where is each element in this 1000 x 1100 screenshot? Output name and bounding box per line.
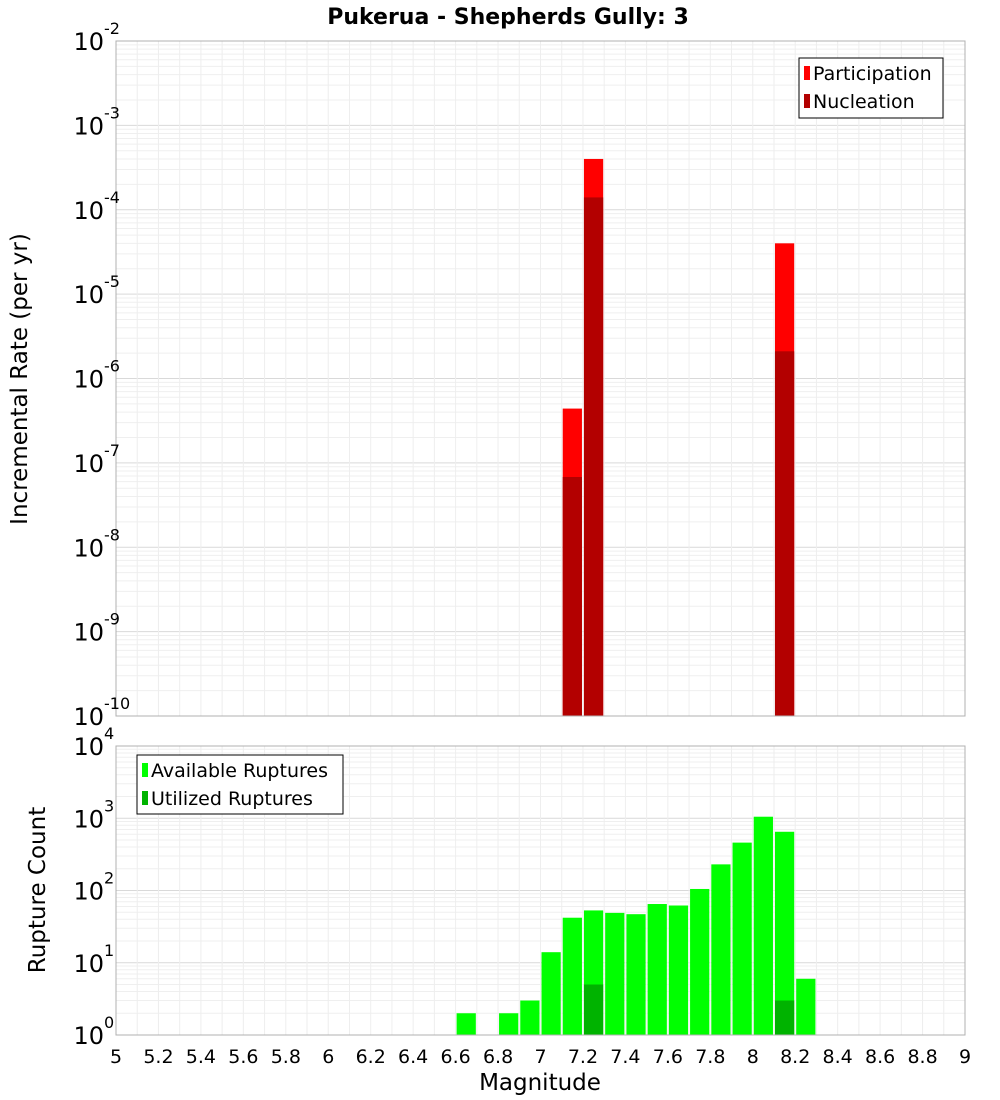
x-tick-label: 7 (534, 1046, 546, 1068)
x-tick-label: 6.8 (483, 1046, 513, 1068)
bottom-bar (562, 917, 582, 1035)
top-y-tick-exponent: -9 (104, 610, 120, 629)
bottom-bar (499, 1013, 519, 1035)
top-y-tick-exponent: -6 (104, 357, 120, 376)
top-y-tick-label: 10 (73, 619, 104, 647)
bottom-bar (541, 952, 561, 1035)
top-y-tick-exponent: -5 (104, 272, 120, 291)
top-bar (583, 197, 604, 717)
x-tick-label: 5.8 (271, 1046, 301, 1068)
bottom-bar (774, 1000, 795, 1035)
top-y-tick-exponent: -2 (104, 19, 120, 38)
x-tick-label: 8.4 (823, 1046, 853, 1068)
top-y-tick-exponent: -3 (104, 103, 120, 122)
bottom-bar (774, 831, 795, 1035)
x-tick-label: 8.2 (780, 1046, 810, 1068)
top-y-tick-label: 10 (73, 197, 104, 225)
bottom-y-axis-label: Rupture Count (25, 807, 51, 973)
bottom-y-tick-label: 10 (73, 805, 104, 833)
bottom-bar (626, 914, 646, 1035)
top-y-tick-label: 10 (73, 28, 104, 56)
bottom-bar (690, 888, 710, 1035)
top-y-tick-exponent: -10 (104, 694, 130, 713)
bottom-legend: Available Ruptures Utilized Ruptures (136, 754, 344, 815)
top-y-tick-label: 10 (73, 450, 104, 478)
top-legend-swatch (804, 94, 810, 108)
top-legend: Participation Nucleation (798, 57, 944, 119)
top-legend-label: Participation (813, 63, 932, 85)
bottom-bar (605, 912, 625, 1035)
top-legend-swatch (804, 66, 810, 80)
top-legend-label: Nucleation (813, 91, 915, 113)
top-y-tick-label: 10 (73, 534, 104, 562)
bottom-legend-label: Available Ruptures (151, 760, 328, 782)
x-axis-label: Magnitude (479, 1070, 601, 1096)
bottom-y-tick-exponent: 4 (104, 724, 114, 743)
bottom-bar (711, 864, 731, 1035)
top-y-tick-label: 10 (73, 703, 104, 731)
bottom-legend-box (136, 754, 344, 815)
top-bar (774, 351, 795, 716)
bottom-y-tick-label: 10 (73, 878, 104, 906)
bottom-plot-frame (115, 745, 966, 1036)
x-tick-label: 8.6 (865, 1046, 895, 1068)
bottom-bar (732, 842, 752, 1035)
bottom-legend-label: Utilized Ruptures (151, 788, 313, 810)
x-tick-label: 5.2 (143, 1046, 173, 1068)
bottom-y-tick-exponent: 2 (104, 869, 114, 888)
x-tick-label: 6.6 (440, 1046, 470, 1068)
bottom-bar (456, 1013, 476, 1035)
bottom-bar (668, 905, 689, 1035)
bottom-bar (520, 1000, 540, 1035)
top-grid (115, 41, 966, 717)
bottom-y-tick-label: 10 (73, 950, 104, 978)
bottom-legend-swatch (142, 791, 148, 805)
x-tick-label: 9 (959, 1046, 971, 1068)
x-tick-labels: 5 5.2 5.4 5.6 5.8 6 6.2 6.4 6.6 6.8 7 7.2 7.4 7.6 7.8 8… (110, 1046, 971, 1068)
x-tick-label: 7.4 (610, 1046, 640, 1068)
bottom-y-tick-label: 10 (73, 733, 104, 761)
top-legend-box (798, 57, 944, 119)
top-y-tick-label: 10 (73, 112, 104, 140)
top-y-tick-label: 10 (73, 281, 104, 309)
bottom-bar (796, 978, 816, 1035)
bottom-y-tick-label: 10 (73, 1022, 104, 1050)
x-tick-label: 6.4 (398, 1046, 428, 1068)
x-tick-label: 6 (322, 1046, 334, 1068)
bottom-legend-swatch (142, 763, 148, 777)
top-y-tick-exponent: -4 (104, 188, 120, 207)
top-y-tick-label: 10 (73, 366, 104, 394)
x-tick-label: 5 (110, 1046, 122, 1068)
x-tick-label: 7.2 (568, 1046, 598, 1068)
bottom-y-tick-exponent: 3 (104, 796, 114, 815)
x-tick-label: 7.8 (695, 1046, 725, 1068)
bottom-bar (583, 984, 604, 1035)
top-series-1 (562, 197, 795, 717)
bottom-y-tick-exponent: 0 (104, 1013, 114, 1032)
bottom-series-0 (456, 816, 816, 1035)
top-y-tick-exponent: -7 (104, 441, 120, 460)
chart-title: Pukerua - Shepherds Gully: 3 (327, 5, 689, 30)
x-tick-label: 7.6 (653, 1046, 683, 1068)
top-plot-frame (115, 40, 966, 717)
top-y-axis-label: Incremental Rate (per yr) (7, 233, 33, 525)
bottom-y-tick-exponent: 1 (104, 941, 114, 960)
x-tick-label: 8.8 (907, 1046, 937, 1068)
bottom-bar (647, 904, 667, 1035)
x-tick-label: 5.4 (186, 1046, 216, 1068)
top-y-tick-exponent: -8 (104, 525, 120, 544)
x-tick-label: 5.6 (228, 1046, 258, 1068)
bottom-grid (115, 746, 966, 1036)
x-tick-label: 8 (747, 1046, 759, 1068)
top-bar (562, 477, 582, 716)
bottom-series-1 (583, 984, 795, 1035)
bottom-bar (753, 816, 773, 1035)
x-tick-label: 6.2 (356, 1046, 386, 1068)
